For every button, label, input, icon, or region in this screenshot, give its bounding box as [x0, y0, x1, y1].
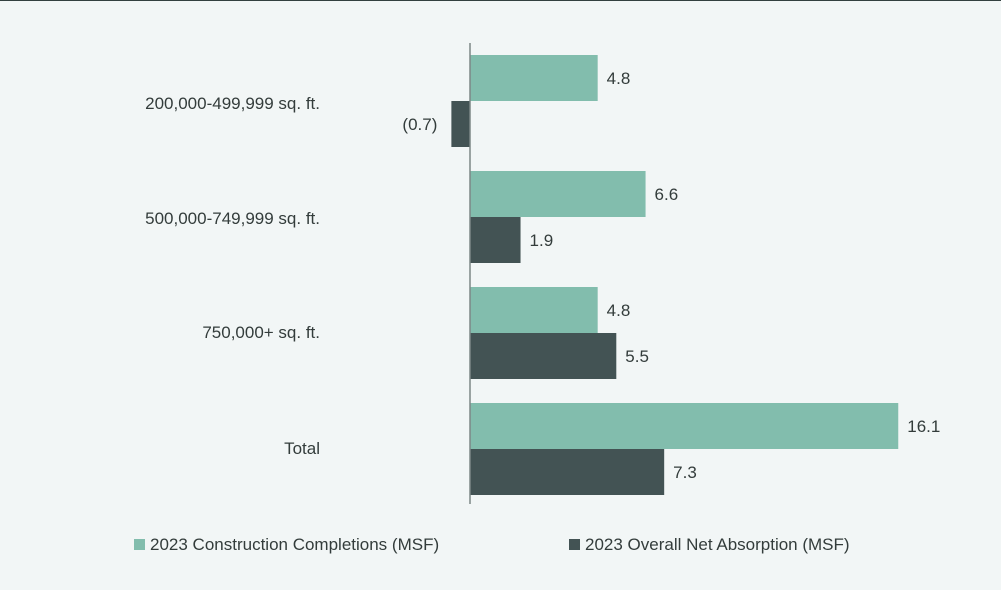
value-label-500-000-749-999-sq-ft-net-absorption: 1.9 [530, 231, 554, 250]
bar-total-construction-completions [470, 403, 899, 449]
bar-total-net-absorption [470, 449, 665, 495]
category-label-200-000-499-999-sq-ft: 200,000-499,999 sq. ft. [145, 94, 320, 113]
value-label-total-net-absorption: 7.3 [673, 463, 697, 482]
bar-750-000-sq-ft-net-absorption [470, 333, 617, 379]
legend-label-net-absorption: 2023 Overall Net Absorption (MSF) [585, 535, 850, 554]
legend-label-construction-completions: 2023 Construction Completions (MSF) [150, 535, 439, 554]
bar-200-000-499-999-sq-ft-construction-completions [470, 55, 598, 101]
category-labels: 200,000-499,999 sq. ft. 500,000-749,999 s… [145, 94, 320, 458]
bar-500-000-749-999-sq-ft-net-absorption [470, 217, 521, 263]
legend-swatch-construction-completions [134, 539, 145, 550]
value-label-total-construction-completions: 16.1 [907, 417, 940, 436]
value-label-200-000-499-999-sq-ft-net-absorption: (0.7) [402, 115, 437, 134]
value-label-750-000-sq-ft-net-absorption: 5.5 [625, 347, 649, 366]
value-label-750-000-sq-ft-construction-completions: 4.8 [607, 301, 631, 320]
value-label-200-000-499-999-sq-ft-construction-completions: 4.8 [607, 69, 631, 88]
bars [451, 55, 899, 495]
bar-750-000-sq-ft-construction-completions [470, 287, 598, 333]
bar-500-000-749-999-sq-ft-construction-completions [470, 171, 646, 217]
legend-swatch-net-absorption [569, 539, 580, 550]
category-label-total: Total [284, 439, 320, 458]
value-labels: 4.8 (0.7) 6.6 1.9 4.8 5.5 16.1 7.3 [402, 69, 940, 482]
legend: 2023 Construction Completions (MSF) 2023… [134, 535, 850, 554]
category-label-500-000-749-999-sq-ft: 500,000-749,999 sq. ft. [145, 209, 320, 228]
bar-200-000-499-999-sq-ft-net-absorption [451, 101, 470, 147]
value-label-500-000-749-999-sq-ft-construction-completions: 6.6 [655, 185, 679, 204]
category-label-750-000-sq-ft: 750,000+ sq. ft. [202, 323, 320, 342]
